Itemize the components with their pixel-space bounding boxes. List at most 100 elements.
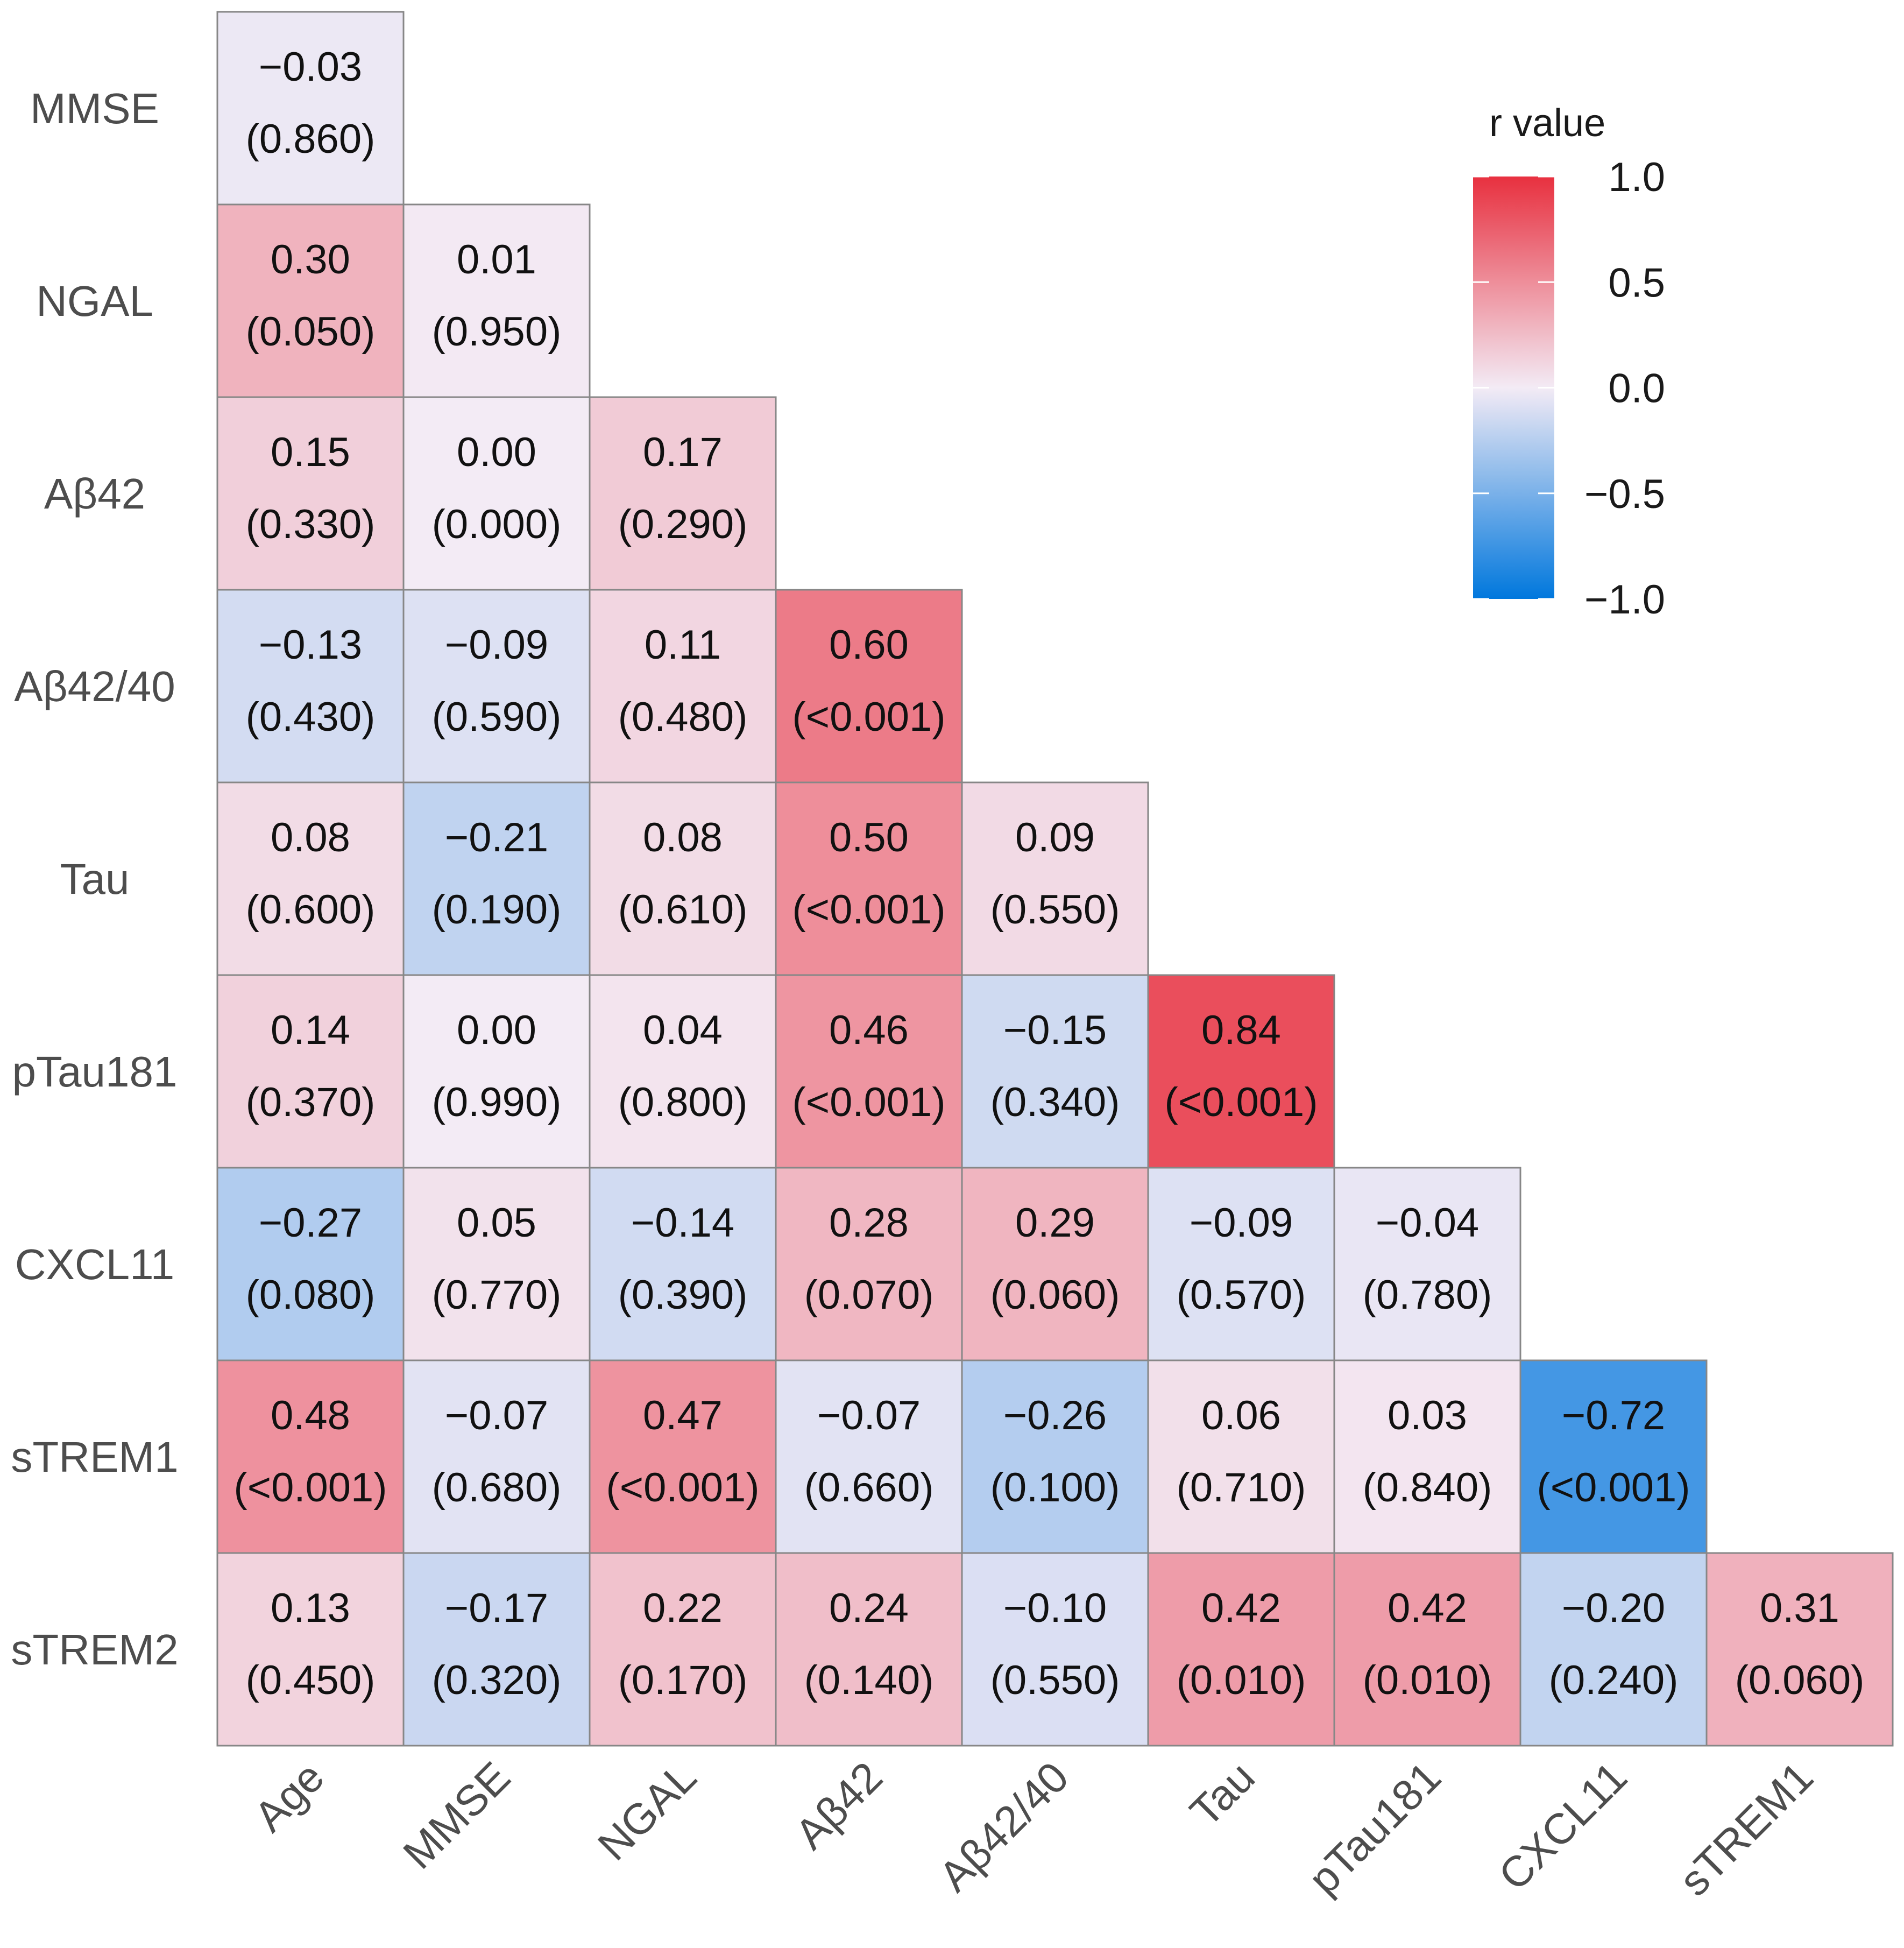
cell-r-value: 0.28 — [829, 1200, 909, 1246]
cell-r-value: −0.72 — [1562, 1393, 1665, 1438]
cell-fill — [589, 589, 777, 784]
cell-fill — [1519, 1359, 1708, 1554]
cell-p-value: (<0.001) — [1537, 1465, 1690, 1511]
cell-fill — [589, 396, 777, 591]
cell-r-value: 0.14 — [271, 1007, 350, 1053]
cell-fill — [216, 781, 405, 976]
cell-p-value: (0.660) — [804, 1465, 934, 1511]
heatmap-cells: −0.03 (0.860) 0.30 (0.050) 0.01 (0.950) 0.15 (0… — [216, 11, 1894, 1747]
cell-r-value: −0.09 — [1190, 1200, 1293, 1246]
cell-p-value: (0.370) — [246, 1079, 376, 1125]
cell-p-value: (0.710) — [1177, 1465, 1306, 1511]
cell-fill — [402, 781, 591, 976]
cell-r-value: 0.05 — [457, 1200, 536, 1246]
heatmap-cell: −0.09 (0.590) — [402, 589, 591, 784]
cell-fill — [961, 781, 1149, 976]
cell-fill — [402, 203, 591, 398]
cell-fill — [1519, 1552, 1708, 1747]
heatmap-cell: 0.17 (0.290) — [589, 396, 777, 591]
cell-r-value: −0.13 — [259, 622, 362, 668]
cell-p-value: (0.590) — [432, 694, 562, 740]
cell-fill — [775, 1167, 963, 1361]
cell-fill — [216, 974, 405, 1169]
column-label: pTau181 — [1299, 1753, 1450, 1903]
cell-r-value: 0.24 — [829, 1585, 909, 1631]
heatmap-cell: −0.27 (0.080) — [216, 1167, 405, 1361]
cell-p-value: (0.450) — [246, 1657, 376, 1703]
legend-tick-label: −0.5 — [1584, 471, 1665, 517]
heatmap-cell: 0.09 (0.550) — [961, 781, 1149, 976]
cell-fill — [589, 1552, 777, 1747]
cell-p-value: (0.860) — [246, 116, 376, 162]
heatmap-cell: −0.03 (0.860) — [216, 11, 405, 206]
row-label: Aβ42/40 — [14, 662, 175, 710]
row-axis-labels: MMSE NGAL Aβ42 Aβ42/40 Tau pTau181 CXCL11 sTREM… — [11, 84, 178, 1674]
cell-p-value: (0.390) — [618, 1272, 748, 1318]
cell-fill — [775, 589, 963, 784]
cell-r-value: 0.08 — [271, 815, 350, 860]
column-label: CXCL11 — [1489, 1753, 1636, 1900]
cell-r-value: −0.20 — [1562, 1585, 1665, 1631]
heatmap-cell: 0.06 (0.710) — [1147, 1359, 1335, 1554]
color-legend: r value 1.0 0.5 0.0 −0.5 −1.0 — [1473, 102, 1665, 623]
cell-fill — [216, 589, 405, 784]
cell-p-value: (0.600) — [246, 887, 376, 933]
cell-fill — [961, 1552, 1149, 1747]
cell-fill — [216, 1359, 405, 1554]
row-label: MMSE — [30, 84, 159, 132]
cell-r-value: 0.42 — [1201, 1585, 1281, 1631]
column-label: MMSE — [394, 1753, 519, 1878]
cell-fill — [216, 203, 405, 398]
cell-fill — [961, 1167, 1149, 1361]
cell-r-value: 0.48 — [271, 1393, 350, 1438]
cell-fill — [402, 589, 591, 784]
cell-p-value: (0.060) — [1735, 1657, 1865, 1703]
cell-r-value: 0.31 — [1760, 1585, 1839, 1631]
cell-p-value: (0.550) — [990, 887, 1120, 933]
cell-r-value: −0.26 — [1003, 1393, 1107, 1438]
heatmap-cell: −0.20 (0.240) — [1519, 1552, 1708, 1747]
cell-fill — [402, 1552, 591, 1747]
heatmap-cell: −0.09 (0.570) — [1147, 1167, 1335, 1361]
cell-p-value: (0.780) — [1363, 1272, 1492, 1318]
cell-p-value: (<0.001) — [792, 694, 945, 740]
cell-p-value: (0.430) — [246, 694, 376, 740]
heatmap-cell: −0.10 (0.550) — [961, 1552, 1149, 1747]
column-label: sTREM1 — [1670, 1753, 1822, 1905]
cell-fill — [589, 1167, 777, 1361]
cell-p-value: (0.170) — [618, 1657, 748, 1703]
cell-r-value: 0.84 — [1201, 1007, 1281, 1053]
heatmap-cell: 0.13 (0.450) — [216, 1552, 405, 1747]
cell-fill — [402, 1167, 591, 1361]
cell-r-value: 0.08 — [643, 815, 723, 860]
cell-fill — [1333, 1359, 1521, 1554]
cell-fill — [216, 1167, 405, 1361]
cell-r-value: −0.03 — [259, 44, 362, 90]
heatmap-cell: 0.08 (0.610) — [589, 781, 777, 976]
cell-fill — [589, 781, 777, 976]
heatmap-cell: 0.42 (0.010) — [1333, 1552, 1521, 1747]
heatmap-cell: 0.22 (0.170) — [589, 1552, 777, 1747]
cell-r-value: 0.46 — [829, 1007, 909, 1053]
cell-p-value: (0.080) — [246, 1272, 376, 1318]
heatmap-cell: −0.26 (0.100) — [961, 1359, 1149, 1554]
cell-fill — [216, 11, 405, 206]
legend-title: r value — [1489, 102, 1605, 145]
heatmap-cell: 0.14 (0.370) — [216, 974, 405, 1169]
cell-fill — [589, 1359, 777, 1554]
row-label: CXCL11 — [15, 1240, 174, 1288]
heatmap-cell: −0.17 (0.320) — [402, 1552, 591, 1747]
heatmap-cell: −0.21 (0.190) — [402, 781, 591, 976]
cell-p-value: (0.010) — [1363, 1657, 1492, 1703]
heatmap-cell: −0.15 (0.340) — [961, 974, 1149, 1169]
cell-r-value: −0.10 — [1003, 1585, 1107, 1631]
heatmap-cell: 0.29 (0.060) — [961, 1167, 1149, 1361]
cell-fill — [775, 974, 963, 1169]
cell-r-value: 0.47 — [643, 1393, 723, 1438]
cell-r-value: 0.11 — [645, 622, 721, 668]
heatmap-cell: −0.72 (<0.001) — [1519, 1359, 1708, 1554]
heatmap-cell: 0.01 (0.950) — [402, 203, 591, 398]
cell-r-value: 0.13 — [271, 1585, 350, 1631]
heatmap-cell: 0.05 (0.770) — [402, 1167, 591, 1361]
